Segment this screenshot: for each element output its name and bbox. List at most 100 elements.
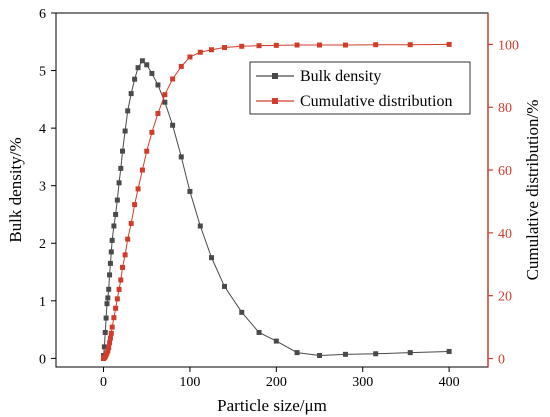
- data-point-bulk: [132, 76, 138, 82]
- data-point-bulk: [149, 70, 155, 76]
- data-point-cumulative: [155, 111, 161, 117]
- data-point-bulk: [178, 154, 184, 160]
- data-point-bulk: [317, 352, 323, 358]
- data-point-cumulative: [105, 348, 111, 354]
- data-point-cumulative: [178, 63, 184, 69]
- x-axis-title: Particle size/μm: [217, 396, 327, 415]
- data-point-cumulative: [125, 236, 131, 242]
- data-point-cumulative: [132, 202, 138, 208]
- data-point-cumulative: [111, 315, 117, 321]
- legend-marker-cumulative: [272, 98, 278, 104]
- data-point-bulk: [106, 286, 112, 292]
- data-point-cumulative: [108, 330, 114, 336]
- y2-tick-label: 0: [498, 353, 505, 368]
- data-point-bulk: [221, 283, 227, 289]
- data-point-bulk: [113, 211, 119, 217]
- x-tick-label: 200: [266, 375, 287, 390]
- data-point-cumulative: [170, 76, 176, 82]
- data-point-cumulative: [162, 92, 168, 98]
- legend: Bulk density Cumulative distribution: [249, 61, 471, 115]
- data-point-bulk: [107, 260, 113, 266]
- y-tick-label: 6: [39, 7, 46, 22]
- data-point-bulk: [120, 148, 126, 154]
- data-point-cumulative: [135, 186, 141, 192]
- data-point-bulk: [135, 65, 141, 71]
- data-point-bulk: [104, 301, 110, 307]
- data-point-cumulative: [128, 220, 134, 226]
- legend-box: [249, 61, 471, 115]
- x-tick-label: 400: [439, 375, 460, 390]
- data-point-cumulative: [294, 42, 300, 48]
- data-point-bulk: [118, 165, 124, 171]
- legend-marker-bulk: [272, 73, 278, 79]
- x-tick-label: 300: [352, 375, 373, 390]
- y2-tick-label: 20: [498, 290, 512, 305]
- data-point-cumulative: [197, 49, 203, 55]
- data-point-bulk: [155, 82, 161, 88]
- data-point-bulk: [294, 350, 300, 356]
- data-point-cumulative: [114, 296, 120, 302]
- data-point-bulk: [105, 295, 111, 301]
- data-point-bulk: [122, 128, 128, 134]
- data-point-bulk: [103, 315, 109, 321]
- data-point-cumulative: [139, 167, 145, 173]
- y2-axis-title: Cumulative distribution/%: [523, 100, 542, 281]
- data-point-cumulative: [118, 277, 124, 283]
- data-point-cumulative: [256, 43, 262, 49]
- data-point-cumulative: [342, 42, 348, 48]
- legend-label-bulk: Bulk density: [300, 68, 381, 85]
- data-point-bulk: [116, 180, 122, 186]
- data-point-bulk: [144, 62, 150, 68]
- data-point-cumulative: [209, 47, 215, 53]
- y2-tick-label: 40: [498, 227, 512, 242]
- data-point-cumulative: [273, 42, 279, 48]
- y2-tick-label: 100: [498, 38, 519, 53]
- data-point-bulk: [102, 329, 108, 335]
- data-point-bulk: [209, 255, 215, 261]
- data-point-bulk: [373, 351, 379, 357]
- data-point-cumulative: [187, 54, 193, 60]
- x-tick-label: 0: [100, 375, 107, 390]
- data-point-cumulative: [106, 345, 112, 351]
- data-point-bulk: [109, 237, 115, 243]
- y-axis-title: Bulk density/%: [6, 137, 25, 242]
- y-tick-label: 2: [39, 237, 46, 252]
- data-point-bulk: [256, 329, 262, 335]
- data-point-cumulative: [221, 45, 227, 51]
- series-layer: [101, 41, 452, 362]
- data-point-bulk: [125, 108, 131, 114]
- data-point-cumulative: [122, 252, 128, 258]
- data-point-bulk: [407, 350, 413, 356]
- data-point-cumulative: [144, 148, 150, 154]
- y-tick-label: 4: [39, 122, 46, 137]
- y-tick-label: 1: [39, 295, 46, 310]
- data-point-bulk: [139, 58, 145, 64]
- x-tick-label: 100: [179, 375, 200, 390]
- data-point-bulk: [111, 223, 117, 229]
- data-point-cumulative: [239, 43, 245, 49]
- legend-label-cumulative: Cumulative distribution: [300, 93, 452, 110]
- y-tick-label: 0: [39, 352, 46, 367]
- y-tick-label: 3: [39, 180, 46, 195]
- data-point-cumulative: [107, 340, 113, 346]
- data-point-bulk: [197, 223, 203, 229]
- data-point-bulk: [162, 99, 168, 105]
- data-point-bulk: [107, 272, 113, 278]
- data-point-bulk: [128, 91, 134, 97]
- data-point-bulk: [187, 188, 193, 194]
- data-point-cumulative: [109, 324, 115, 330]
- data-point-bulk: [446, 348, 452, 354]
- data-point-cumulative: [107, 335, 113, 341]
- data-point-bulk: [114, 197, 120, 203]
- data-point-cumulative: [446, 41, 452, 47]
- data-point-bulk: [170, 122, 176, 128]
- y-tick-label: 5: [39, 65, 46, 80]
- data-point-cumulative: [407, 42, 413, 48]
- y2-tick-label: 60: [498, 164, 512, 179]
- y2-tick-label: 80: [498, 101, 512, 116]
- data-point-cumulative: [149, 129, 155, 135]
- data-point-cumulative: [120, 264, 126, 270]
- data-point-bulk: [108, 249, 114, 255]
- data-point-bulk: [342, 351, 348, 357]
